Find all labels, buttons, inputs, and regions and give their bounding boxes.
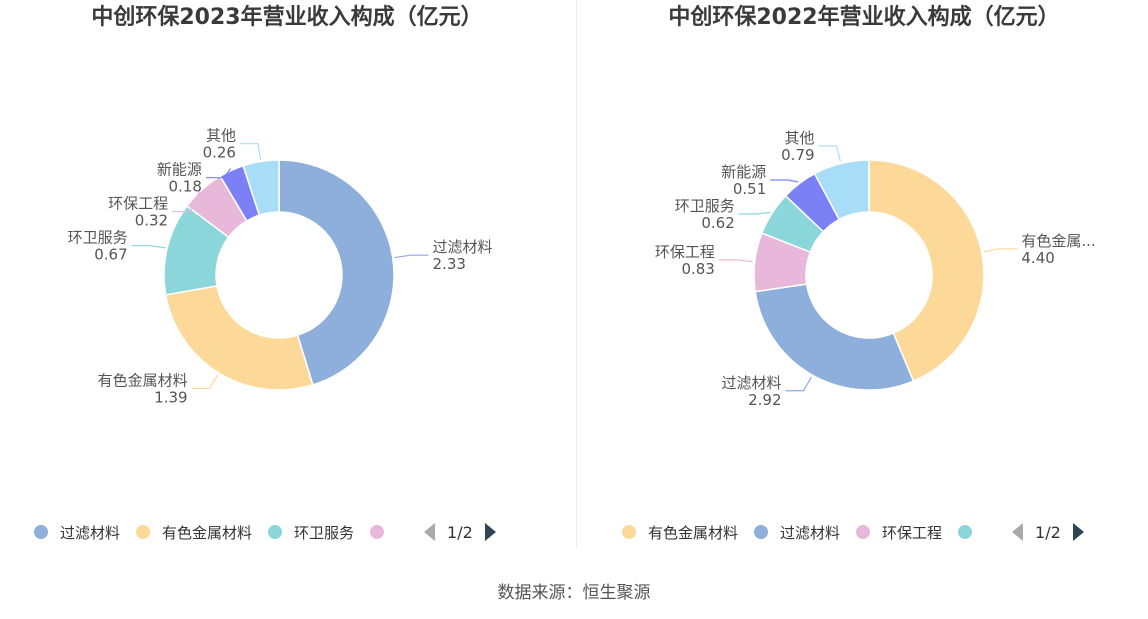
slice-过滤材料 (278, 159, 395, 386)
leader-line-环保工程 (172, 187, 202, 213)
chart-title: 中创环保2022年营业收入构成（亿元） (668, 5, 1060, 30)
legend: 有色金属材料 过滤材料 环保工程 1/2 (622, 518, 1084, 546)
slice-label-新能源: 新能源 (721, 163, 766, 181)
slice-label-环保工程: 环保工程 (655, 243, 715, 261)
legend-label: 环保工程 (882, 523, 943, 542)
leader-line-环卫服务 (131, 245, 166, 249)
legend-page-indicator: 1/2 (447, 522, 473, 542)
leader-line-有色金属材料 (983, 248, 1018, 253)
legend-next-page-icon[interactable] (1072, 523, 1084, 541)
leader-line-其他 (239, 143, 262, 160)
legend-dot-icon (754, 525, 769, 539)
slice-value-有色金属材料: 1.39 (154, 388, 187, 406)
slice-其他 (242, 159, 280, 217)
legend-pager: 1/2 (1012, 523, 1084, 542)
legend-next-page-icon[interactable] (484, 523, 496, 541)
legend-item[interactable]: 环保工程 (856, 522, 942, 543)
slice-label-新能源: 新能源 (157, 161, 202, 179)
slice-label-过滤材料: 过滤材料 (722, 374, 782, 392)
donut-chart-2022: 有色金属...4.40过滤材料2.92环保工程0.83环卫服务0.62新能源0.… (655, 129, 1096, 409)
legend-label: 环卫服务 (294, 523, 355, 542)
slice-value-有色金属材料: 4.40 (1021, 249, 1054, 267)
slice-label-环卫服务: 环卫服务 (68, 229, 128, 247)
slice-label-有色金属材料: 有色金属材料 (98, 371, 188, 389)
legend-item[interactable]: 有色金属材料 (622, 522, 738, 543)
leader-line-过滤材料 (394, 254, 429, 259)
legend-dot-icon (34, 525, 48, 539)
legend-pager: 1/2 (424, 523, 496, 542)
legend: 过滤材料 有色金属材料 环卫服务 1/2 (34, 518, 496, 546)
slice-label-其他: 其他 (785, 129, 815, 147)
slice-label-环卫服务: 环卫服务 (675, 197, 735, 215)
legend-item[interactable] (958, 525, 984, 539)
slice-有色金属材料 (164, 285, 314, 391)
leader-line-过滤材料 (785, 376, 812, 392)
legend-item[interactable]: 有色金属材料 (136, 522, 252, 543)
leader-line-其他 (818, 145, 842, 162)
slice-value-过滤材料: 2.33 (433, 255, 466, 273)
leader-line-环保工程 (718, 259, 753, 263)
data-source-note: 数据来源：恒生聚源 (497, 583, 651, 603)
legend-dot-icon (856, 525, 871, 539)
legend-item[interactable]: 过滤材料 (754, 522, 840, 543)
legend-dot-icon (958, 525, 973, 539)
legend-prev-page-icon[interactable] (1012, 523, 1024, 541)
slice-value-新能源: 0.18 (169, 178, 202, 196)
chart-title: 中创环保2023年营业收入构成（亿元） (91, 5, 483, 30)
legend-label: 过滤材料 (60, 523, 121, 542)
slice-value-新能源: 0.51 (733, 180, 766, 198)
slice-其他 (813, 159, 870, 221)
legend-item[interactable]: 环卫服务 (268, 522, 354, 543)
slice-value-环保工程: 0.32 (135, 212, 168, 230)
legend-label: 过滤材料 (780, 523, 841, 542)
chart-panel-2022: 中创环保2022年营业收入构成（亿元） 有色金属... 4.40 过滤材料 2.92 环… (577, 0, 1148, 560)
leader-line-新能源 (770, 179, 799, 183)
legend-item[interactable] (370, 525, 396, 539)
slice-label-过滤材料: 过滤材料 (433, 238, 493, 256)
legend-prev-page-icon[interactable] (424, 523, 436, 541)
slice-value-环卫服务: 0.62 (701, 214, 734, 232)
legend-dot-icon (136, 525, 151, 539)
slice-label-环保工程: 环保工程 (108, 195, 168, 213)
slice-value-过滤材料: 2.92 (748, 391, 781, 409)
legend-page-indicator: 1/2 (1035, 522, 1061, 542)
legend-label: 有色金属材料 (648, 523, 739, 542)
leader-line-有色金属材料 (191, 374, 219, 390)
slice-label-其他: 其他 (206, 127, 236, 145)
slice-value-其他: 0.79 (781, 146, 814, 164)
slice-有色金属材料 (868, 159, 985, 383)
legend-dot-icon (370, 525, 385, 539)
legend-dot-icon (268, 525, 283, 539)
leader-line-新能源 (205, 168, 232, 179)
legend-dot-icon (622, 525, 636, 539)
slice-过滤材料 (754, 283, 915, 391)
slice-label-有色金属材料: 有色金属... (1021, 232, 1095, 250)
legend-label: 有色金属材料 (162, 523, 253, 542)
chart-panel-2023: 中创环保2023年营业收入构成（亿元） 过滤材料 2.33 有色金属材料 1.39 环卫… (0, 0, 574, 560)
legend-item[interactable]: 过滤材料 (34, 522, 120, 543)
slice-value-环卫服务: 0.67 (94, 246, 127, 264)
slice-value-环保工程: 0.83 (681, 260, 714, 278)
slice-value-其他: 0.26 (203, 144, 236, 162)
leader-line-环卫服务 (738, 211, 771, 215)
panel-divider (576, 0, 577, 548)
